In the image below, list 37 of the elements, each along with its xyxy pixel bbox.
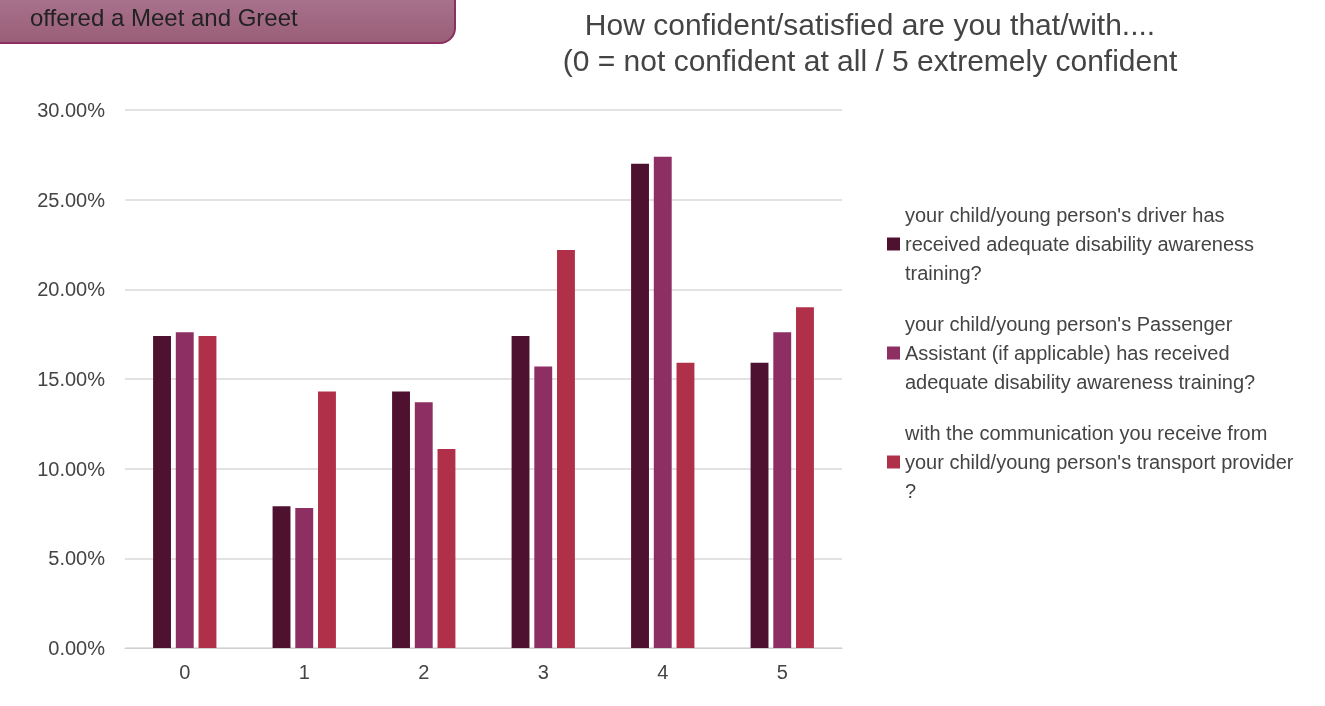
y-tick-label: 5.00% (48, 547, 106, 570)
bar (796, 307, 814, 648)
legend-label: your child/young person's driver has received adequate disability awareness training? (905, 204, 1260, 284)
bar (534, 366, 553, 648)
y-tick-label: 25.00% (37, 188, 106, 211)
x-tick-label: 3 (537, 661, 549, 683)
bar (773, 332, 792, 648)
legend-label: your child/young person's Passenger Assistant (if applicable) has received adequate disability awareness training? (905, 313, 1256, 393)
bar (392, 391, 410, 648)
bar (175, 332, 194, 648)
bar (750, 362, 769, 648)
y-tick-label: 10.00% (37, 457, 106, 480)
legend-label: with the communication you receive from your child/young person's transport provider? (904, 422, 1294, 502)
bar (653, 156, 672, 648)
chart-title: How confident/satisfied are you that/with.... (584, 7, 1156, 41)
x-tick-label: 2 (418, 661, 430, 683)
y-tick-label: 20.00% (37, 278, 106, 301)
x-tick-label: 4 (657, 661, 669, 683)
bar (511, 335, 530, 648)
y-tick-label: 30.00% (37, 99, 106, 121)
bar (676, 362, 695, 648)
header-tab: offered a Meet and Greet (0, 0, 456, 44)
bar (198, 335, 217, 648)
bar (318, 391, 336, 648)
bar (272, 506, 291, 648)
bar (631, 163, 649, 648)
bar (414, 402, 433, 648)
x-tick-label: 1 (298, 661, 310, 683)
y-tick-label: 15.00% (37, 368, 106, 390)
bar (295, 508, 314, 648)
bar (437, 448, 456, 648)
bar (153, 335, 171, 648)
x-tick-label: 0 (179, 661, 191, 683)
x-tick-label: 5 (776, 661, 788, 683)
bar (557, 249, 575, 648)
chart-subtitle: (0 = not confident at all / 5 extremely confident (562, 43, 1178, 77)
y-tick-label: 0.00% (48, 637, 106, 659)
